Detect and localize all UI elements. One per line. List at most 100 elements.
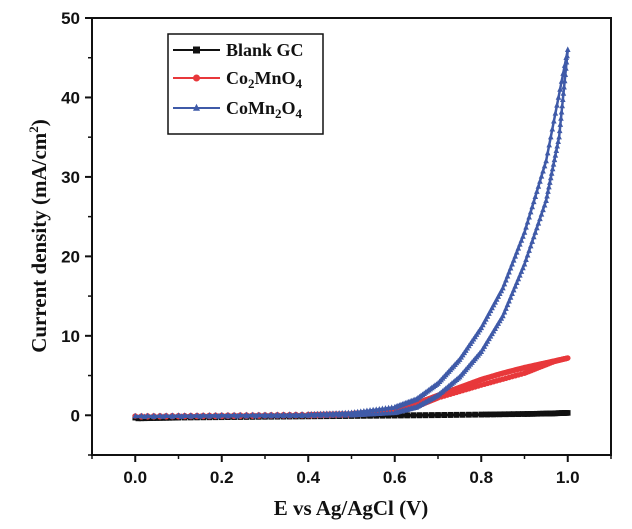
data-point xyxy=(540,206,546,213)
data-point xyxy=(509,411,515,418)
data-point xyxy=(561,410,568,416)
y-tick-label: 10 xyxy=(61,327,80,346)
plot-layer xyxy=(132,46,571,422)
x-tick-label: 1.0 xyxy=(556,468,580,487)
data-point xyxy=(147,415,154,421)
data-point xyxy=(496,290,503,297)
data-point xyxy=(561,83,567,90)
data-point xyxy=(552,410,559,417)
data-point xyxy=(410,412,417,419)
y-axis-title-end: ) xyxy=(27,119,51,126)
x-tick-label: 0.2 xyxy=(210,468,234,487)
data-point xyxy=(135,415,142,422)
data-point xyxy=(466,412,472,418)
data-point xyxy=(495,293,502,299)
data-point xyxy=(478,411,485,418)
y-tick-label: 20 xyxy=(61,247,80,266)
data-point xyxy=(515,245,522,251)
x-tick-label: 0.6 xyxy=(383,468,407,487)
legend-label-part: 4 xyxy=(296,106,303,121)
series-line xyxy=(135,49,570,418)
data-point xyxy=(500,284,506,291)
data-point xyxy=(543,157,549,164)
data-point xyxy=(546,410,553,417)
data-point xyxy=(555,94,562,100)
data-point xyxy=(509,260,515,267)
data-point xyxy=(484,313,491,319)
data-point xyxy=(348,411,355,418)
data-point xyxy=(550,161,557,167)
data-point xyxy=(553,147,560,154)
data-point xyxy=(558,410,565,416)
data-point xyxy=(530,198,537,205)
data-point xyxy=(544,149,551,156)
legend-marker xyxy=(193,46,200,54)
data-point xyxy=(526,247,532,253)
data-point xyxy=(551,117,557,124)
legend-marker xyxy=(193,103,200,111)
data-point xyxy=(563,65,569,71)
data-point xyxy=(532,229,539,235)
data-point xyxy=(487,307,494,314)
data-point xyxy=(274,412,281,419)
data-point xyxy=(501,280,508,287)
data-point xyxy=(557,86,563,92)
data-point xyxy=(544,192,550,199)
data-point xyxy=(234,412,240,419)
data-point xyxy=(518,237,525,243)
data-point xyxy=(496,411,503,418)
data-point xyxy=(523,256,529,263)
data-point xyxy=(547,174,554,181)
series-CoMn2O4 xyxy=(132,46,571,420)
legend-label-part: 2 xyxy=(275,106,282,121)
data-point xyxy=(169,413,176,419)
data-point xyxy=(484,411,491,418)
data-point xyxy=(554,142,561,149)
data-point xyxy=(556,133,562,140)
data-point xyxy=(299,412,305,418)
data-point xyxy=(534,410,540,417)
data-point xyxy=(555,138,561,144)
data-point xyxy=(555,410,562,416)
data-point xyxy=(560,90,567,96)
x-axis-title: E vs Ag/AgCl (V) xyxy=(274,496,429,520)
data-point xyxy=(391,412,398,419)
series-line xyxy=(135,49,570,419)
data-point xyxy=(268,412,274,419)
data-point xyxy=(561,77,568,84)
data-point xyxy=(545,188,551,194)
data-point xyxy=(562,71,569,77)
x-tick-label: 0.8 xyxy=(469,468,493,487)
data-point xyxy=(517,241,523,247)
data-point xyxy=(178,413,185,419)
data-point xyxy=(529,203,536,210)
data-point xyxy=(280,412,287,419)
data-point xyxy=(416,412,423,419)
data-point xyxy=(564,410,571,416)
y-tick-label: 50 xyxy=(61,9,80,28)
data-point xyxy=(510,256,517,263)
data-point xyxy=(543,197,549,203)
data-point xyxy=(507,264,514,271)
data-point xyxy=(549,410,556,417)
series-line xyxy=(135,356,569,419)
data-point xyxy=(537,410,543,417)
data-point xyxy=(547,133,554,140)
data-point xyxy=(330,412,336,418)
data-point xyxy=(535,220,542,226)
data-point xyxy=(541,162,548,169)
legend-box xyxy=(167,33,324,135)
legend-label-part: CoMn xyxy=(226,98,275,118)
data-point xyxy=(498,287,505,294)
data-point xyxy=(447,412,454,418)
data-point xyxy=(398,412,404,419)
data-point xyxy=(556,127,563,134)
data-point xyxy=(558,115,564,121)
data-point xyxy=(549,125,556,132)
legend-label: CoMn2O4 xyxy=(226,98,303,121)
data-point xyxy=(538,211,545,217)
data-point xyxy=(490,301,497,308)
data-point xyxy=(486,310,492,316)
data-point xyxy=(534,188,540,194)
data-point xyxy=(551,156,558,163)
